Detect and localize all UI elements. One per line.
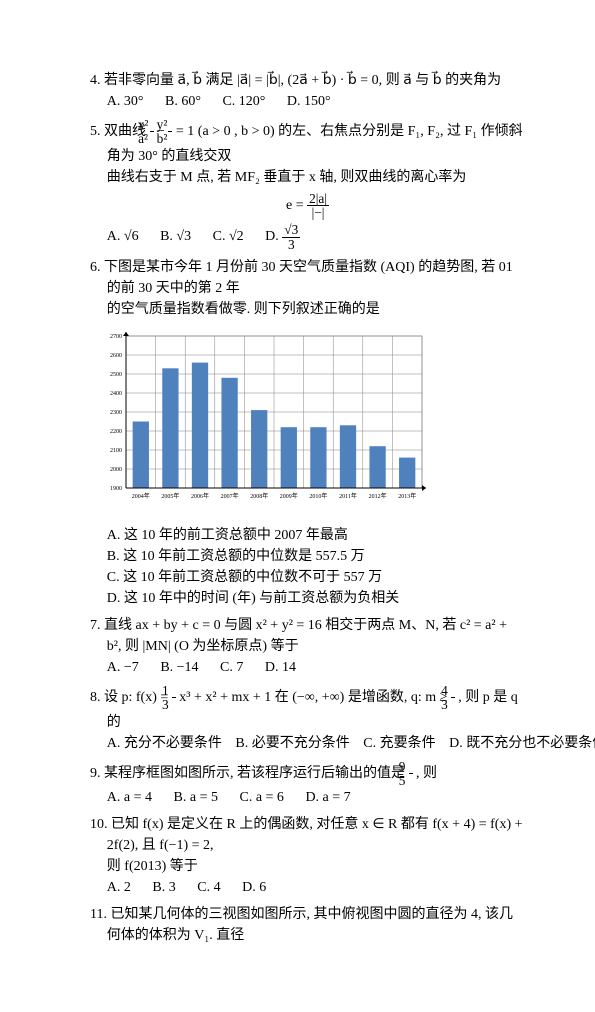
svg-text:2100: 2100 xyxy=(110,448,122,454)
svg-text:2000: 2000 xyxy=(110,467,122,473)
svg-text:2012年: 2012年 xyxy=(369,492,387,500)
choice-a: A. −7 xyxy=(107,657,139,678)
problem-11: 11. 已知某几何体的三视图如图所示, 其中俯视图中圆的直径为 4, 该几何体的… xyxy=(90,904,525,946)
choice-row: A. √6 B. √3 C. √2 D. √33 xyxy=(90,223,525,251)
choice-d: D. a = 7 xyxy=(305,787,350,808)
svg-text:2700: 2700 xyxy=(110,334,122,340)
problem-number: 7. xyxy=(90,618,101,633)
choice-d: D. 14 xyxy=(265,657,296,678)
choice-b: B. 3 xyxy=(152,877,175,898)
choice-d: D. √33 xyxy=(265,223,300,251)
problem-8: 8. 设 p: f(x) = 13 x³ + x² + mx + 1 在 (−∞… xyxy=(90,684,525,754)
problem-4: 4. 若非零向量 a⃗, b⃗ 满足 |a⃗| = |b⃗|, (2a⃗ + b… xyxy=(90,70,525,112)
choice-c: C. 充要条件 xyxy=(363,733,435,754)
problem-6: 6. 下图是某市今年 1 月份前 30 天空气质量指数 (AQI) 的趋势图, … xyxy=(90,257,525,609)
problem-5: 5. 双曲线 x²a² − y²b² = 1 (a > 0 , b > 0) 的… xyxy=(90,118,525,251)
choice-row: A. −7 B. −14 C. 7 D. 14 xyxy=(90,657,525,678)
problem-number: 4. xyxy=(90,73,101,88)
choice-a: A. a = 4 xyxy=(107,787,152,808)
choice-a: A. 这 10 年的前工资总额中 2007 年最高 xyxy=(90,525,525,546)
choice-d: D. 150° xyxy=(287,91,331,112)
svg-text:2300: 2300 xyxy=(110,410,122,416)
problem-9: 9. 某程序框图如图所示, 若该程序运行后输出的值是 95 , 则 A. a =… xyxy=(90,760,525,809)
choice-a: A. 充分不必要条件 xyxy=(107,733,222,754)
svg-text:2005年: 2005年 xyxy=(161,492,179,500)
svg-text:2600: 2600 xyxy=(110,353,122,359)
svg-text:2004年: 2004年 xyxy=(132,492,150,500)
choice-a: A. 30° xyxy=(107,91,144,112)
choice-a: A. 2 xyxy=(107,877,131,898)
choice-b: B. 60° xyxy=(165,91,201,112)
choice-c: C. a = 6 xyxy=(239,787,283,808)
choice-c: C. 7 xyxy=(220,657,243,678)
problem-7: 7. 直线 ax + by + c = 0 与圆 x² + y² = 16 相交… xyxy=(90,615,525,678)
choice-b: B. −14 xyxy=(160,657,198,678)
choice-row: A. 充分不必要条件 B. 必要不充分条件 C. 充要条件 D. 既不充分也不必… xyxy=(90,733,525,754)
svg-text:2008年: 2008年 xyxy=(250,492,268,500)
choice-b: B. 这 10 年前工资总额的中位数是 557.5 万 xyxy=(90,546,525,567)
bar-chart: 1900 2000 2100 2200 2300 2400 2500 2600 2700 2004… xyxy=(90,328,525,515)
choice-row: A. 30° B. 60° C. 120° D. 150° xyxy=(90,91,525,112)
choice-b: B. √3 xyxy=(160,226,191,247)
problem-10: 10. 已知 f(x) 是定义在 R 上的偶函数, 对任意 x ∈ R 都有 f… xyxy=(90,814,525,898)
svg-text:2200: 2200 xyxy=(110,429,122,435)
choice-d: D. 6 xyxy=(242,877,266,898)
choice-c: C. √2 xyxy=(213,226,244,247)
choice-d: D. 既不充分也不必要条件 xyxy=(449,733,595,754)
svg-text:2400: 2400 xyxy=(110,391,122,397)
choice-b: B. 必要不充分条件 xyxy=(235,733,349,754)
problem-number: 10. xyxy=(90,817,108,832)
svg-text:2010年: 2010年 xyxy=(309,492,327,500)
choice-c: C. 4 xyxy=(197,877,220,898)
formula: e = 2|a||−| xyxy=(90,192,525,220)
choice-c: C. 这 10 年前工资总额的中位数不可于 557 万 xyxy=(90,567,525,588)
choice-row: A. 2 B. 3 C. 4 D. 6 xyxy=(90,877,525,898)
svg-text:2006年: 2006年 xyxy=(191,492,209,500)
problem-number: 5. xyxy=(90,124,101,139)
svg-text:2013年: 2013年 xyxy=(398,492,416,500)
choice-a: A. √6 xyxy=(107,226,139,247)
choice-b: B. a = 5 xyxy=(174,787,218,808)
problem-number: 8. xyxy=(90,690,101,705)
choice-c: C. 120° xyxy=(222,91,265,112)
page-content: 4. 若非零向量 a⃗, b⃗ 满足 |a⃗| = |b⃗|, (2a⃗ + b… xyxy=(0,0,595,1012)
svg-text:1900: 1900 xyxy=(110,486,122,492)
problem-number: 11. xyxy=(90,907,107,922)
svg-text:2009年: 2009年 xyxy=(280,492,298,500)
svg-text:2500: 2500 xyxy=(110,372,122,378)
choice-d: D. 这 10 年中的时间 (年) 与前工资总额为负相关 xyxy=(90,588,525,609)
svg-text:2011年: 2011年 xyxy=(339,492,357,500)
svg-text:2007年: 2007年 xyxy=(221,492,239,500)
problem-number: 6. xyxy=(90,260,101,275)
problem-number: 9. xyxy=(90,766,101,781)
choice-row: A. a = 4 B. a = 5 C. a = 6 D. a = 7 xyxy=(90,787,525,808)
